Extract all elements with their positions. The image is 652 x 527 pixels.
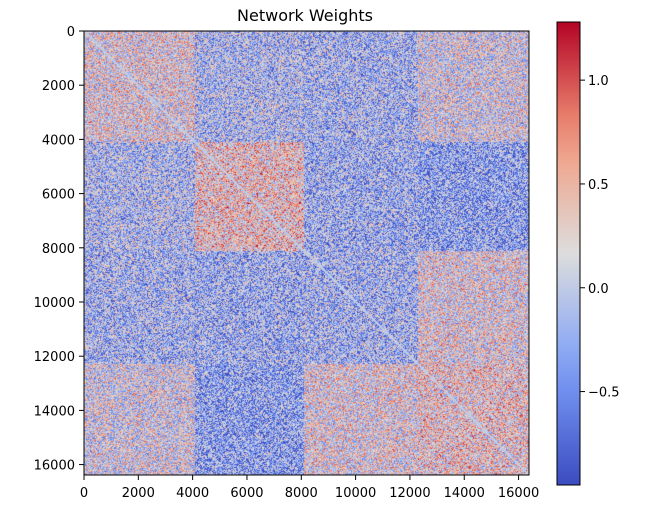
y-tick-label: 6000	[42, 188, 75, 203]
x-tick-label: 12000	[389, 486, 430, 501]
x-tick-label: 14000	[444, 486, 485, 501]
y-tick-label: 10000	[34, 296, 75, 311]
colorbar	[556, 21, 581, 486]
x-tick-label: 16000	[498, 486, 539, 501]
y-tick-label: 0	[67, 25, 75, 40]
colorbar-ticks: 1.0 0.5 0.0 −0.5	[580, 74, 620, 401]
colorbar-tick-label: 0.5	[588, 178, 609, 193]
plot-frame	[83, 30, 530, 476]
y-tick-label: 2000	[42, 79, 75, 94]
y-tick-label: 14000	[34, 404, 75, 419]
x-tick-label: 8000	[285, 486, 318, 501]
x-tick-label: 10000	[335, 486, 376, 501]
colorbar-tick-label: 0.0	[588, 282, 609, 297]
y-axis: 0 2000 4000 6000 8000 10000 12000 14000 16000	[34, 25, 84, 474]
colorbar-tick-label: −0.5	[588, 386, 620, 401]
chart-title: Network Weights	[237, 6, 373, 25]
heatmap-cells	[84, 31, 529, 475]
x-tick-label: 2000	[122, 486, 155, 501]
y-tick-label: 4000	[42, 133, 75, 148]
colorbar-tick-label: 1.0	[588, 74, 609, 89]
y-tick-label: 16000	[34, 459, 75, 474]
x-tick-label: 4000	[176, 486, 209, 501]
x-axis: 0 2000 4000 6000 8000 10000 12000 14000 16000	[80, 475, 539, 501]
heatmap-area	[84, 31, 529, 475]
y-tick-label: 8000	[42, 242, 75, 257]
y-tick-label: 12000	[34, 350, 75, 365]
x-tick-label: 6000	[230, 486, 263, 501]
x-tick-label: 0	[80, 486, 88, 501]
